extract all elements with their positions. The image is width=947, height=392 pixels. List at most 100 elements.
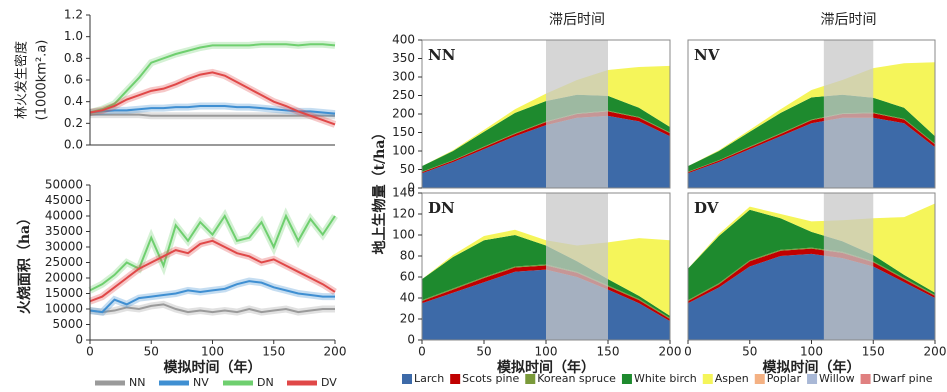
panel-label: NN (428, 46, 456, 64)
series-line (89, 303, 335, 314)
y-tick-label: 140 (392, 186, 415, 200)
series-line (89, 105, 336, 115)
y-tick-label: 30000 (45, 240, 83, 254)
panel-label: NV (694, 46, 720, 64)
y-tick-label: 60 (400, 270, 415, 284)
y-tick-label: 0.8 (64, 51, 83, 65)
lag-band (823, 40, 874, 188)
legend-swatch (754, 374, 765, 384)
x-tick-label: 200 (659, 345, 682, 359)
area-layer (688, 247, 935, 302)
x-tick-label: 0 (418, 345, 426, 359)
x-tick-label: 50 (476, 345, 491, 359)
area-layer (688, 209, 935, 301)
x-tick-label: 100 (800, 345, 823, 359)
x-axis-title: 模拟时间（年） (497, 359, 595, 376)
y-tick-label: 5000 (52, 317, 83, 331)
lag-title: 滞后时间 (549, 12, 605, 28)
legend-label: NN (129, 376, 145, 389)
x-tick-label: 200 (924, 345, 947, 359)
series-line (89, 280, 335, 314)
y-tick-label: 1.0 (64, 29, 83, 43)
legend-label: White birch (634, 372, 697, 385)
legend-label: Larch (414, 372, 444, 385)
y-tick-label: 40 (400, 291, 415, 305)
y-axis-title: 林火发生密度 (14, 41, 30, 119)
y-tick-label: 15000 (45, 286, 83, 300)
series-line (89, 71, 336, 126)
lag-band (546, 193, 608, 340)
y-tick-label: 120 (392, 207, 415, 221)
legend-label: Poplar (767, 372, 802, 385)
panel-border (687, 39, 936, 189)
x-tick-label: 150 (597, 345, 620, 359)
x-axis-title: 模拟时间（年） (164, 359, 262, 376)
x-tick-label: 100 (201, 345, 224, 359)
x-tick-label: 150 (862, 345, 885, 359)
x-tick-label: 50 (144, 345, 159, 359)
y-tick-label: 100 (392, 144, 415, 158)
x-tick-label: 200 (324, 345, 347, 359)
legend-swatch (807, 374, 818, 384)
panel-label: DV (694, 199, 719, 217)
y-tick-label: 200 (392, 107, 415, 121)
area-layer (422, 235, 670, 318)
area-layer (422, 264, 670, 319)
lag-band (546, 40, 608, 188)
y-tick-label: 300 (392, 70, 415, 84)
x-tick-label: 0 (86, 345, 94, 359)
legend-label: Aspen (715, 372, 749, 385)
legend-label: Willow (819, 372, 855, 385)
legend-label: NV (193, 376, 209, 389)
y-tick-label: 0 (407, 181, 415, 195)
panel-label: DN (428, 199, 455, 217)
y-tick-label: 20000 (45, 271, 83, 285)
y-tick-label: 0 (75, 333, 83, 347)
y-tick-label: 45000 (45, 193, 83, 207)
legend-label: Korean spruce (537, 372, 616, 385)
series-line (89, 213, 336, 292)
legend-swatch (450, 374, 461, 384)
x-tick-label: 0 (684, 345, 692, 359)
lag-title: 滞后时间 (821, 12, 877, 28)
y-tick-label: 35000 (45, 224, 83, 238)
y-tick-label: 400 (392, 33, 415, 47)
x-tick-label: 100 (535, 345, 558, 359)
legend-swatch (860, 374, 871, 384)
legend-swatch (402, 374, 412, 384)
y-tick-label: 150 (392, 125, 415, 139)
y-tick-label: 40000 (45, 209, 83, 223)
x-tick-label: 150 (262, 345, 285, 359)
series-line (89, 239, 336, 303)
area-layer (688, 94, 935, 172)
y-tick-label: 250 (392, 88, 415, 102)
y-tick-label: 350 (392, 51, 415, 65)
area-layer (422, 265, 670, 322)
y-tick-label: 1.2 (64, 8, 83, 22)
y-tick-label: 100 (392, 228, 415, 242)
y-tick-label: 80 (400, 249, 415, 263)
legend-swatch (525, 374, 536, 384)
series-line (90, 113, 335, 117)
y-axis-title: 火烧面积（ha） (16, 211, 33, 314)
y-tick-label: 10000 (45, 302, 83, 316)
y-axis-title: (1000km².a) (35, 40, 50, 121)
y-tick-label: 50000 (45, 178, 83, 192)
x-axis-title: 模拟时间（年） (763, 359, 861, 376)
legend-label: DN (257, 376, 274, 389)
y-tick-label: 0 (407, 333, 415, 347)
legend-label: DV (321, 376, 337, 389)
legend-swatch (621, 374, 632, 384)
y-tick-label: 20 (400, 312, 415, 326)
series-band (89, 277, 335, 316)
y-tick-label: 50 (400, 162, 415, 176)
y-tick-label: 0.0 (64, 138, 83, 152)
y-axis-title: 地上生物量（t/ha） (371, 126, 388, 255)
legend-swatch (702, 374, 713, 384)
x-tick-label: 50 (742, 345, 757, 359)
legend-label: Scots pine (462, 372, 519, 385)
legend-label: Dwarf pine (873, 372, 933, 385)
lag-band (823, 193, 874, 340)
series-line (89, 43, 336, 114)
